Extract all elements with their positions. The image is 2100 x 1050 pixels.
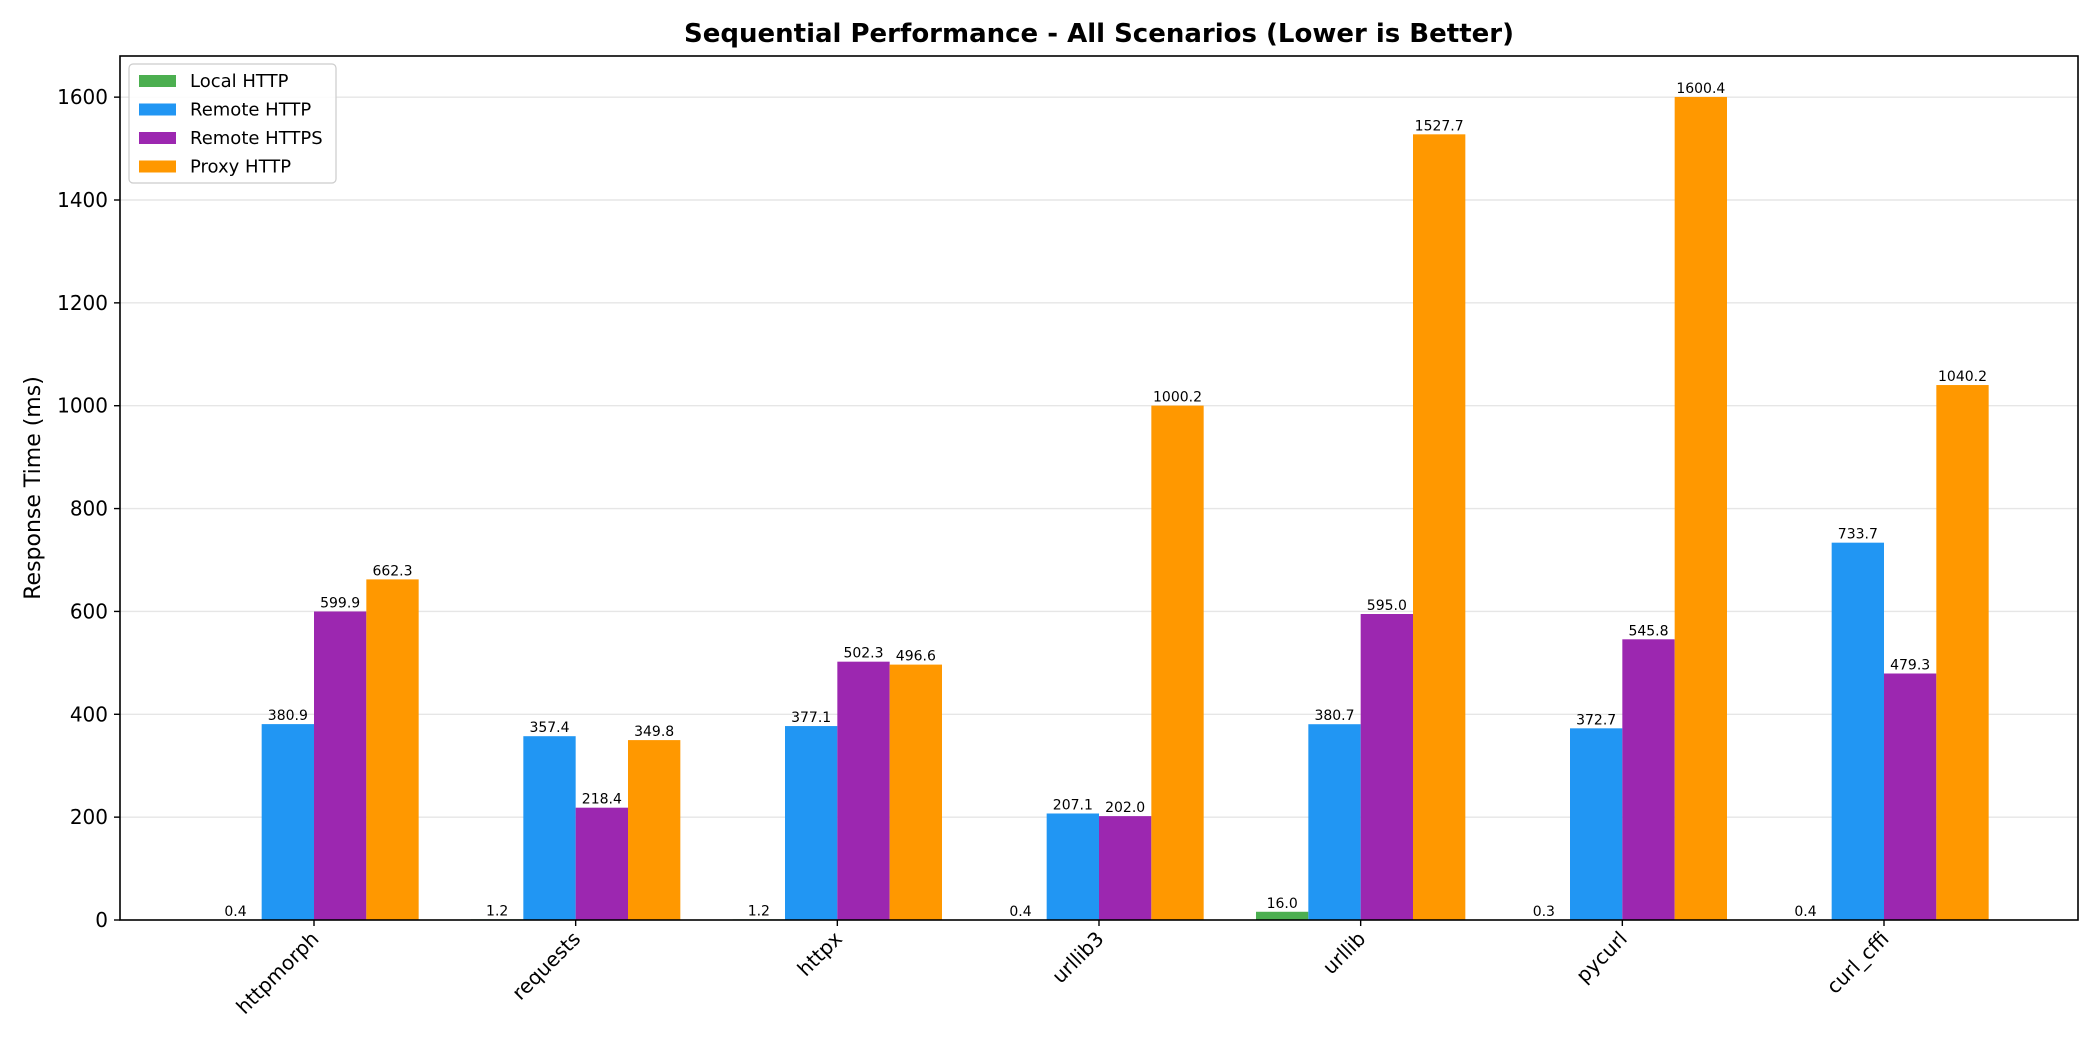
- bar: [1831, 542, 1884, 920]
- bar: [1570, 728, 1623, 920]
- bar-value-label: 0.4: [224, 904, 246, 920]
- y-tick-label: 1200: [57, 291, 108, 315]
- bar-value-label: 218.4: [582, 792, 622, 808]
- legend-label: Proxy HTTP: [190, 157, 291, 178]
- y-tick-label: 1400: [57, 188, 108, 212]
- bar: [314, 611, 367, 920]
- bar-value-label: 1527.7: [1415, 118, 1464, 134]
- bar-value-label: 662.3: [372, 563, 412, 579]
- bar: [261, 724, 314, 920]
- bar-value-label: 1000.2: [1153, 390, 1202, 406]
- bar-value-label: 733.7: [1838, 527, 1878, 543]
- bar-value-label: 202.0: [1105, 800, 1145, 816]
- bar-value-label: 380.9: [268, 708, 308, 724]
- bar: [1256, 911, 1309, 920]
- bars: [209, 96, 1989, 921]
- bar-value-label: 377.1: [791, 710, 831, 726]
- bar: [1308, 724, 1361, 920]
- bar: [628, 740, 681, 920]
- bar-value-label: 0.4: [1794, 904, 1816, 920]
- bar-value-label: 599.9: [320, 595, 360, 611]
- y-tick-label: 0: [95, 908, 108, 932]
- bar: [366, 579, 419, 920]
- y-tick-label: 1600: [57, 85, 108, 109]
- bar-value-label: 349.8: [634, 724, 674, 740]
- bar-value-label: 372.7: [1576, 712, 1616, 728]
- bar-value-label: 479.3: [1890, 658, 1930, 674]
- legend-swatch: [139, 160, 176, 173]
- chart-title: Sequential Performance - All Scenarios (…: [684, 19, 1514, 49]
- legend-swatch: [139, 103, 176, 116]
- bar-value-label: 545.8: [1628, 623, 1668, 639]
- bar: [1099, 816, 1152, 920]
- bar: [1413, 134, 1466, 921]
- y-tick-label: 1000: [57, 394, 108, 418]
- legend-label: Remote HTTPS: [190, 128, 323, 149]
- bar-value-label: 1.2: [748, 903, 770, 919]
- bar: [1674, 96, 1727, 921]
- legend-swatch: [139, 75, 176, 87]
- bar-value-label: 502.3: [843, 646, 883, 662]
- grid-lines: [120, 96, 2078, 818]
- y-axis-ticks: 0 200 400 600 800 1000 1200 1400 1600: [57, 85, 120, 932]
- bar: [1151, 405, 1204, 920]
- legend-label: Local HTTP: [190, 71, 289, 92]
- bar-value-label: 0.3: [1533, 904, 1555, 920]
- bar: [1936, 385, 1989, 920]
- y-tick-label: 200: [70, 805, 108, 829]
- bar-value-label: 1.2: [486, 903, 508, 919]
- y-tick-label: 600: [70, 599, 108, 623]
- bar-value-label: 1600.4: [1676, 81, 1725, 97]
- bar: [837, 661, 890, 920]
- bar: [575, 807, 628, 920]
- bar: [1622, 639, 1675, 920]
- legend: Local HTTP Remote HTTP Remote HTTPS Proxy H…: [128, 63, 337, 184]
- y-axis-label: Response Time (ms): [21, 376, 46, 600]
- bar: [1884, 673, 1937, 920]
- legend-label: Remote HTTP: [190, 100, 311, 121]
- bar-value-label: 595.0: [1367, 598, 1407, 614]
- bar-value-label: 380.7: [1314, 708, 1354, 724]
- y-tick-label: 400: [70, 702, 108, 726]
- bar: [1360, 614, 1413, 920]
- legend-swatch: [139, 132, 176, 144]
- bar: [523, 736, 576, 920]
- bar-value-label: 357.4: [529, 720, 569, 736]
- bar: [785, 726, 838, 920]
- bar: [889, 664, 942, 920]
- bar: [1046, 813, 1099, 920]
- legend-box: [128, 63, 337, 184]
- bar-value-label: 0.4: [1009, 904, 1031, 920]
- bar-value-label: 1040.2: [1938, 369, 1987, 385]
- bar-value-label: 496.6: [896, 649, 936, 665]
- y-tick-label: 800: [70, 497, 108, 521]
- bar-value-labels: 0.4 380.9 599.9 662.3 1.2 357.4 218.4 349.8 1.2 3…: [224, 81, 1987, 920]
- bar-value-label: 207.1: [1053, 797, 1093, 813]
- bar-value-label: 16.0: [1267, 896, 1298, 912]
